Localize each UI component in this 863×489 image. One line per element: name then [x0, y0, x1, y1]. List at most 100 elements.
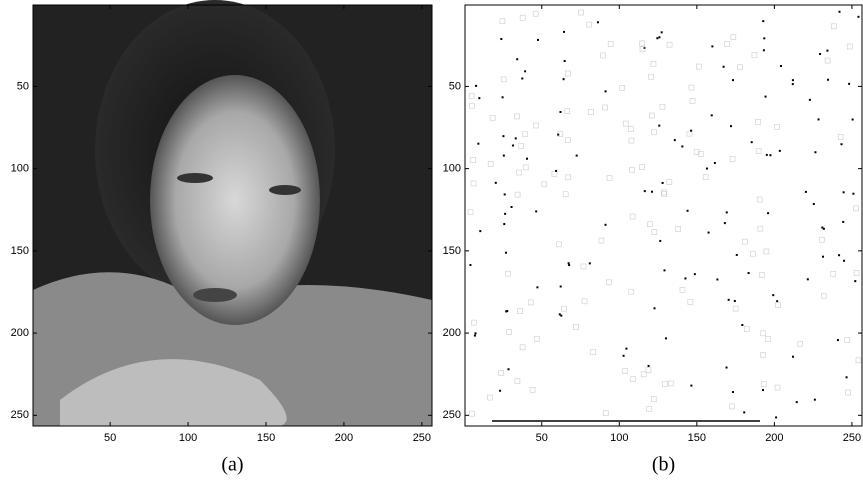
- speckle: [563, 31, 565, 33]
- page: 5010015020025050100150200250(a)501001502…: [0, 0, 863, 489]
- speckle: [814, 151, 816, 153]
- speckle: [665, 337, 667, 339]
- speckle: [843, 260, 845, 262]
- image-b: [465, 5, 862, 426]
- speckle: [792, 79, 794, 81]
- speckle: [516, 58, 518, 60]
- x-tick-label: 250: [413, 432, 431, 444]
- speckle: [765, 96, 767, 98]
- speckle: [479, 230, 481, 232]
- speckle: [822, 256, 824, 258]
- speckle: [625, 348, 627, 350]
- speckle: [796, 401, 798, 403]
- speckle: [813, 203, 815, 205]
- speckle: [775, 416, 777, 418]
- speckle: [560, 286, 562, 288]
- speckle: [766, 154, 768, 156]
- speckle: [841, 143, 843, 145]
- image-a: [33, 0, 432, 426]
- speckle: [751, 141, 753, 143]
- speckle: [663, 269, 665, 271]
- x-tick-label: 150: [688, 432, 706, 444]
- y-tick-label: 100: [443, 163, 461, 175]
- speckle: [656, 37, 658, 39]
- speckle: [644, 47, 646, 49]
- y-tick-label: 250: [11, 409, 29, 421]
- speckle: [469, 264, 471, 266]
- speckle: [823, 228, 825, 230]
- speckle: [521, 77, 523, 79]
- speckle: [854, 280, 856, 282]
- speckle: [564, 60, 566, 62]
- speckle: [536, 286, 538, 288]
- speckle: [694, 273, 696, 275]
- speckle: [568, 262, 570, 264]
- speckle: [842, 221, 844, 223]
- speckle: [792, 83, 794, 85]
- speckle: [658, 36, 660, 38]
- speckle: [741, 324, 743, 326]
- speckle: [762, 389, 764, 391]
- speckle: [576, 155, 578, 157]
- speckle: [559, 111, 561, 113]
- speckle: [763, 49, 765, 51]
- speckle: [535, 210, 537, 212]
- speckle: [724, 222, 726, 224]
- speckle: [814, 399, 816, 401]
- speckle: [743, 411, 745, 413]
- speckle: [838, 254, 840, 256]
- speckle: [690, 385, 692, 387]
- speckle: [563, 78, 565, 80]
- speckle: [500, 38, 502, 40]
- speckle: [769, 154, 771, 156]
- speckle: [826, 50, 828, 52]
- speckle: [732, 391, 734, 393]
- speckle: [852, 119, 854, 121]
- speckle: [557, 134, 559, 136]
- speckle: [732, 79, 734, 81]
- speckle: [763, 37, 765, 39]
- speckle: [504, 193, 506, 195]
- speckle: [604, 224, 606, 226]
- speckle: [524, 70, 526, 72]
- speckle: [478, 97, 480, 99]
- speckle: [503, 155, 505, 157]
- speckle: [848, 83, 850, 85]
- x-tick-label: 50: [104, 432, 116, 444]
- speckle: [515, 137, 517, 139]
- speckle: [506, 310, 508, 312]
- x-tick-label: 250: [843, 432, 861, 444]
- caption: (b): [652, 454, 675, 476]
- speckle: [648, 365, 650, 367]
- speckle: [819, 53, 821, 55]
- speckle: [748, 272, 750, 274]
- speckle: [499, 390, 501, 392]
- speckle: [658, 125, 660, 127]
- y-tick-label: 200: [443, 327, 461, 339]
- y-tick-label: 250: [443, 409, 461, 421]
- speckle: [711, 114, 713, 116]
- speckle: [726, 211, 728, 213]
- speckle: [681, 145, 683, 147]
- speckle: [714, 162, 716, 164]
- speckle: [555, 170, 557, 172]
- speckle: [512, 145, 514, 147]
- speckle: [716, 278, 718, 280]
- speckle: [792, 356, 794, 358]
- speckle: [728, 299, 730, 301]
- speckle: [730, 125, 732, 127]
- speckle: [662, 182, 664, 184]
- speckle: [734, 300, 736, 302]
- speckle: [505, 252, 507, 254]
- speckle: [838, 11, 840, 13]
- speckle: [818, 118, 820, 120]
- speckle: [504, 213, 506, 215]
- speckle: [779, 150, 781, 152]
- speckle: [475, 85, 477, 87]
- speckle: [474, 335, 476, 337]
- speckle: [726, 367, 728, 369]
- speckle: [495, 182, 497, 184]
- speckle: [568, 264, 570, 266]
- speckle: [511, 206, 513, 208]
- speckle: [537, 39, 539, 41]
